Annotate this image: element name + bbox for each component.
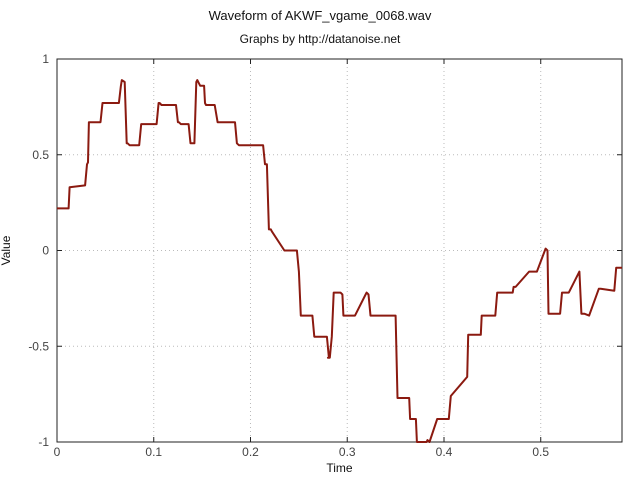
- y-tick-label: 1: [42, 52, 49, 66]
- y-tick-label: 0: [42, 244, 49, 258]
- x-tick-label: 0: [54, 445, 61, 459]
- y-tick-label: 0.5: [32, 148, 49, 162]
- x-tick-label: 0.5: [532, 445, 549, 459]
- chart-subtitle: Graphs by http://datanoise.net: [239, 32, 401, 46]
- x-tick-label: 0.2: [242, 445, 259, 459]
- x-tick-label: 0.1: [145, 445, 162, 459]
- y-tick-label: -1: [38, 435, 49, 449]
- chart-title: Waveform of AKWF_vgame_0068.wav: [208, 8, 432, 23]
- y-tick-label: -0.5: [28, 339, 49, 353]
- y-axis-ticks: 1 0.5 0 -0.5 -1: [28, 52, 622, 449]
- grid-lines: [57, 59, 622, 442]
- x-tick-label: 0.3: [339, 445, 356, 459]
- x-axis-ticks: 0 0.1 0.2 0.3 0.4 0.5: [54, 59, 549, 459]
- waveform-series-line: [57, 79, 622, 443]
- x-tick-label: 0.4: [436, 445, 453, 459]
- y-axis-label: Value: [0, 235, 13, 265]
- x-axis-label: Time: [326, 461, 353, 475]
